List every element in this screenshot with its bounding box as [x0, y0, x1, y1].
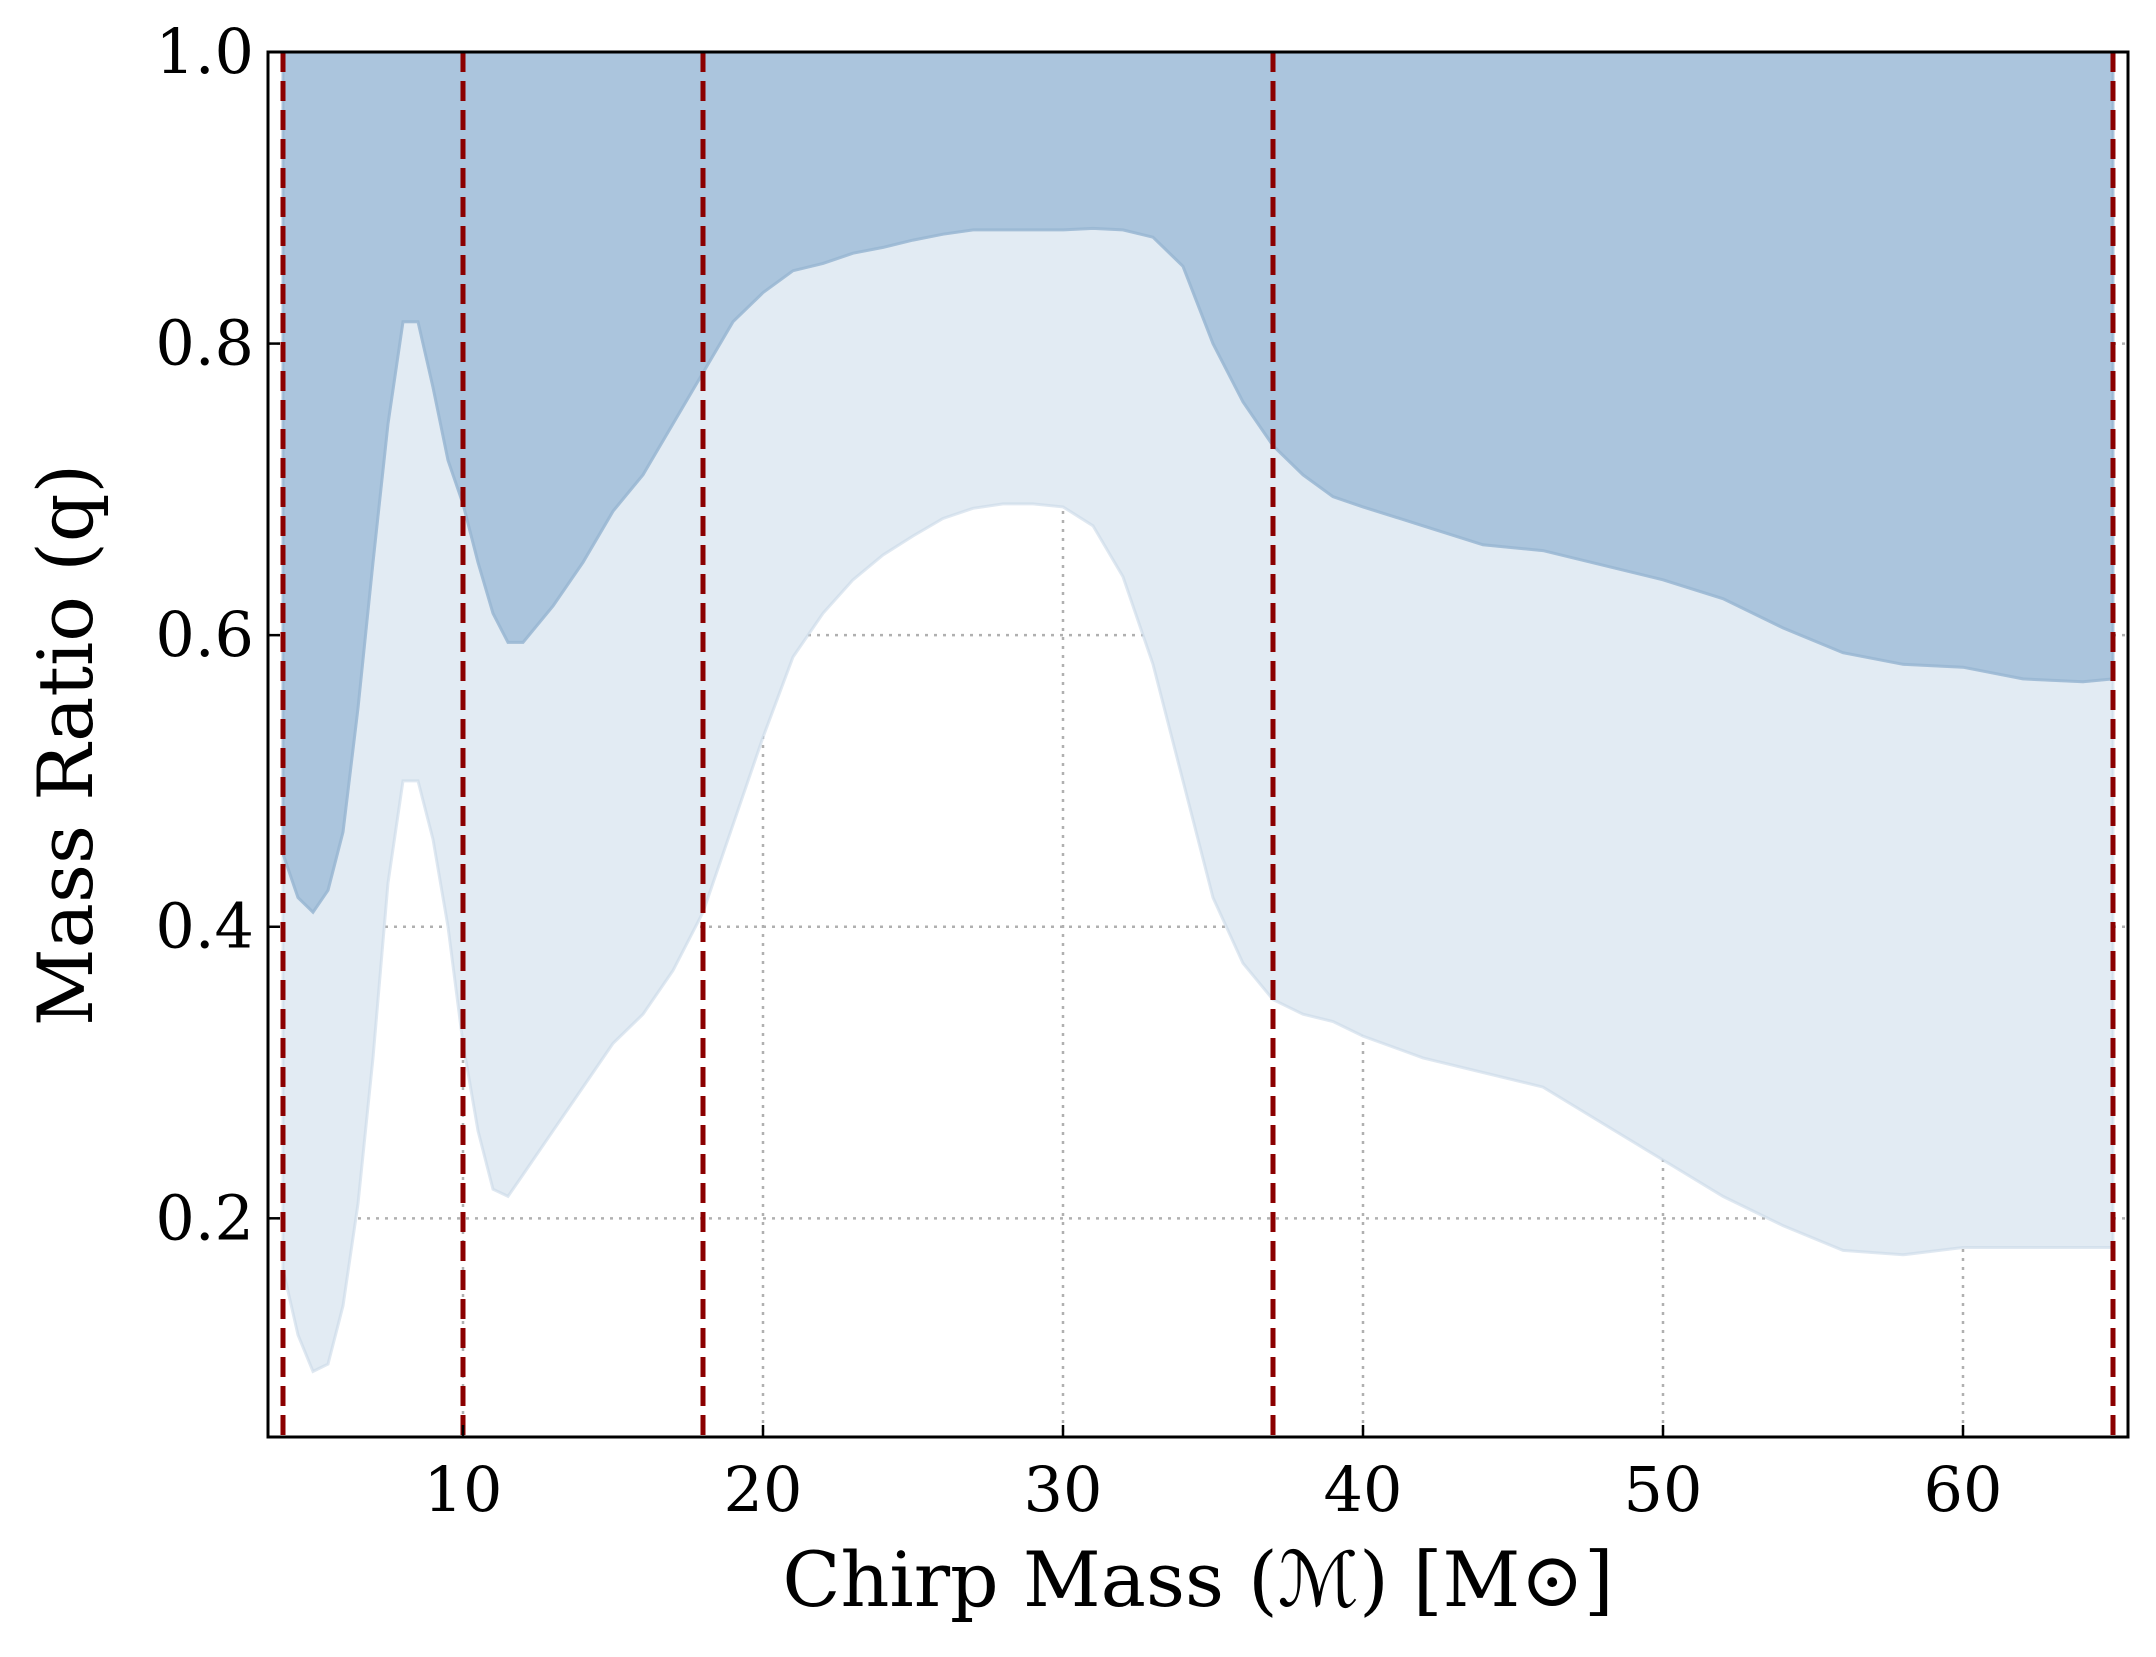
x-tick-label: 30 — [1024, 1453, 1103, 1526]
y-axis-label: Mass Ratio (q) — [21, 464, 110, 1026]
plot-frame — [266, 50, 2130, 1439]
x-tick-label: 40 — [1324, 1453, 1403, 1526]
x-tick-label: 10 — [424, 1453, 503, 1526]
y-tick-label: 0.2 — [155, 1181, 254, 1254]
y-tick-label: 0.6 — [155, 598, 254, 671]
y-tick-label: 1.0 — [155, 15, 254, 88]
axis-ticks: 10 20 30 40 50 60 0.2 0.4 0.6 0.8 1.0 — [155, 15, 2002, 1526]
y-tick-label: 0.4 — [155, 890, 254, 963]
x-tick-label: 20 — [724, 1453, 803, 1526]
x-tick-label: 60 — [1924, 1453, 2003, 1526]
y-tick-label: 0.8 — [155, 307, 254, 380]
x-axis-label: Chirp Mass (ℳ) [M⊙] — [782, 1535, 1613, 1624]
x-tick-label: 50 — [1624, 1453, 1703, 1526]
